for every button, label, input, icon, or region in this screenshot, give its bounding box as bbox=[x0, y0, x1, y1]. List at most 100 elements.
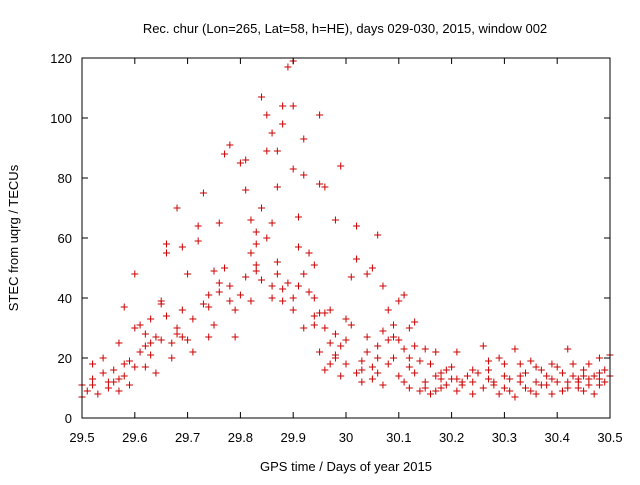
data-point bbox=[252, 228, 260, 236]
data-point bbox=[485, 357, 493, 365]
data-point bbox=[421, 378, 429, 386]
data-point bbox=[400, 345, 408, 353]
data-point bbox=[147, 351, 155, 359]
data-point bbox=[305, 288, 313, 296]
data-point bbox=[374, 354, 382, 362]
data-point bbox=[337, 162, 345, 170]
data-point bbox=[516, 360, 524, 368]
data-point bbox=[580, 372, 588, 380]
data-point bbox=[268, 294, 276, 302]
x-tick-label: 30.1 bbox=[386, 430, 411, 445]
x-tick-label: 29.5 bbox=[69, 430, 94, 445]
data-point bbox=[289, 294, 297, 302]
data-point bbox=[316, 180, 324, 188]
data-point bbox=[221, 264, 229, 272]
data-point bbox=[162, 249, 170, 257]
data-point bbox=[131, 270, 139, 278]
data-point bbox=[279, 297, 287, 305]
x-tick-label: 29.8 bbox=[228, 430, 253, 445]
data-point bbox=[353, 369, 361, 377]
data-point bbox=[89, 360, 97, 368]
x-tick-label: 29.9 bbox=[281, 430, 306, 445]
data-point bbox=[384, 306, 392, 314]
y-tick-label: 100 bbox=[50, 111, 72, 126]
data-point bbox=[527, 387, 535, 395]
data-point bbox=[437, 369, 445, 377]
chart-title: Rec. chur (Lon=265, Lat=58, h=HE), days … bbox=[143, 21, 547, 36]
data-point bbox=[442, 381, 450, 389]
data-point bbox=[490, 381, 498, 389]
data-point bbox=[173, 324, 181, 332]
data-point bbox=[221, 150, 229, 158]
data-point bbox=[601, 378, 609, 386]
data-point bbox=[426, 390, 434, 398]
data-point bbox=[342, 336, 350, 344]
data-point bbox=[590, 390, 598, 398]
data-point bbox=[258, 276, 266, 284]
data-point bbox=[368, 363, 376, 371]
data-point bbox=[347, 273, 355, 281]
data-point bbox=[115, 375, 123, 383]
data-point bbox=[279, 285, 287, 293]
data-point bbox=[242, 186, 250, 194]
data-point bbox=[595, 375, 603, 383]
data-point bbox=[426, 360, 434, 368]
data-point bbox=[421, 384, 429, 392]
data-point bbox=[411, 318, 419, 326]
data-point bbox=[342, 360, 350, 368]
data-point bbox=[395, 372, 403, 380]
data-point bbox=[558, 387, 566, 395]
data-point bbox=[485, 375, 493, 383]
data-point bbox=[300, 171, 308, 179]
data-point bbox=[147, 339, 155, 347]
data-point bbox=[564, 378, 572, 386]
data-point bbox=[500, 372, 508, 380]
data-point bbox=[390, 333, 398, 341]
data-point bbox=[162, 240, 170, 248]
data-point bbox=[289, 306, 297, 314]
data-point bbox=[273, 258, 281, 266]
data-point bbox=[316, 309, 324, 317]
data-point bbox=[104, 384, 112, 392]
x-tick-label: 30.4 bbox=[545, 430, 570, 445]
y-tick-label: 80 bbox=[58, 171, 72, 186]
data-point bbox=[437, 375, 445, 383]
data-point bbox=[147, 315, 155, 323]
data-point bbox=[326, 360, 334, 368]
data-point bbox=[310, 312, 318, 320]
data-point bbox=[374, 231, 382, 239]
data-point bbox=[184, 336, 192, 344]
data-point bbox=[120, 372, 128, 380]
data-point bbox=[263, 147, 271, 155]
data-point bbox=[194, 222, 202, 230]
data-point bbox=[305, 249, 313, 257]
data-point bbox=[485, 366, 493, 374]
data-point bbox=[273, 147, 281, 155]
data-point bbox=[580, 387, 588, 395]
data-point bbox=[152, 369, 160, 377]
data-point bbox=[284, 63, 292, 71]
data-point bbox=[553, 378, 561, 386]
data-point bbox=[553, 363, 561, 371]
data-point bbox=[252, 267, 260, 275]
data-point bbox=[316, 111, 324, 119]
data-point bbox=[331, 354, 339, 362]
data-point bbox=[300, 324, 308, 332]
data-point bbox=[294, 282, 302, 290]
data-point bbox=[226, 297, 234, 305]
data-point bbox=[178, 243, 186, 251]
data-point bbox=[89, 375, 97, 383]
data-point bbox=[574, 384, 582, 392]
data-point bbox=[226, 282, 234, 290]
data-point bbox=[131, 324, 139, 332]
data-point bbox=[110, 366, 118, 374]
data-point bbox=[363, 333, 371, 341]
data-point bbox=[495, 390, 503, 398]
data-point bbox=[331, 216, 339, 224]
data-point bbox=[83, 387, 91, 395]
data-point bbox=[595, 369, 603, 377]
data-point bbox=[236, 159, 244, 167]
data-point bbox=[405, 384, 413, 392]
data-point bbox=[416, 357, 424, 365]
